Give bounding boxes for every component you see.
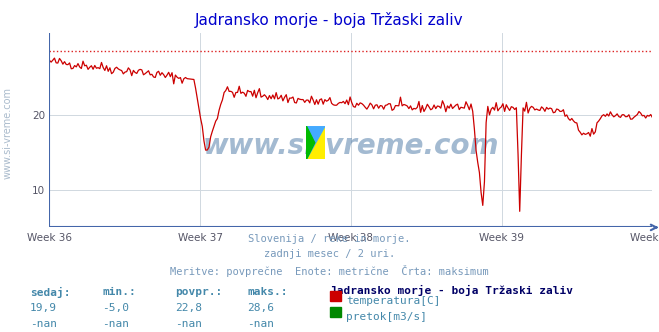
Text: www.si-vreme.com: www.si-vreme.com: [203, 132, 499, 160]
Text: temperatura[C]: temperatura[C]: [346, 296, 440, 306]
Text: zadnji mesec / 2 uri.: zadnji mesec / 2 uri.: [264, 249, 395, 259]
Text: Meritve: povprečne  Enote: metrične  Črta: maksimum: Meritve: povprečne Enote: metrične Črta:…: [170, 265, 489, 277]
Text: Jadransko morje - boja Tržaski zaliv: Jadransko morje - boja Tržaski zaliv: [330, 285, 573, 296]
Polygon shape: [306, 126, 315, 159]
Text: Jadransko morje - boja Tržaski zaliv: Jadransko morje - boja Tržaski zaliv: [195, 12, 464, 28]
Text: www.si-vreme.com: www.si-vreme.com: [3, 87, 13, 179]
Text: Slovenija / reke in morje.: Slovenija / reke in morje.: [248, 234, 411, 244]
Text: -5,0: -5,0: [102, 303, 129, 313]
Text: -nan: -nan: [102, 319, 129, 329]
Text: 28,6: 28,6: [247, 303, 274, 313]
Text: maks.:: maks.:: [247, 287, 287, 297]
Text: -nan: -nan: [30, 319, 57, 329]
Text: min.:: min.:: [102, 287, 136, 297]
Polygon shape: [306, 126, 325, 159]
Text: -nan: -nan: [175, 319, 202, 329]
Text: pretok[m3/s]: pretok[m3/s]: [346, 312, 427, 322]
Text: 22,8: 22,8: [175, 303, 202, 313]
Text: sedaj:: sedaj:: [30, 287, 70, 298]
Text: -nan: -nan: [247, 319, 274, 329]
Polygon shape: [306, 126, 325, 159]
Text: povpr.:: povpr.:: [175, 287, 222, 297]
Text: 19,9: 19,9: [30, 303, 57, 313]
